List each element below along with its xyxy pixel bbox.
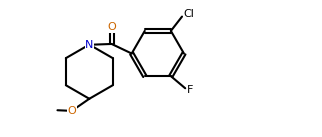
Text: N: N (85, 40, 93, 50)
Text: Cl: Cl (184, 9, 194, 19)
Text: O: O (67, 106, 76, 116)
Text: O: O (107, 22, 116, 32)
Text: F: F (187, 85, 194, 95)
